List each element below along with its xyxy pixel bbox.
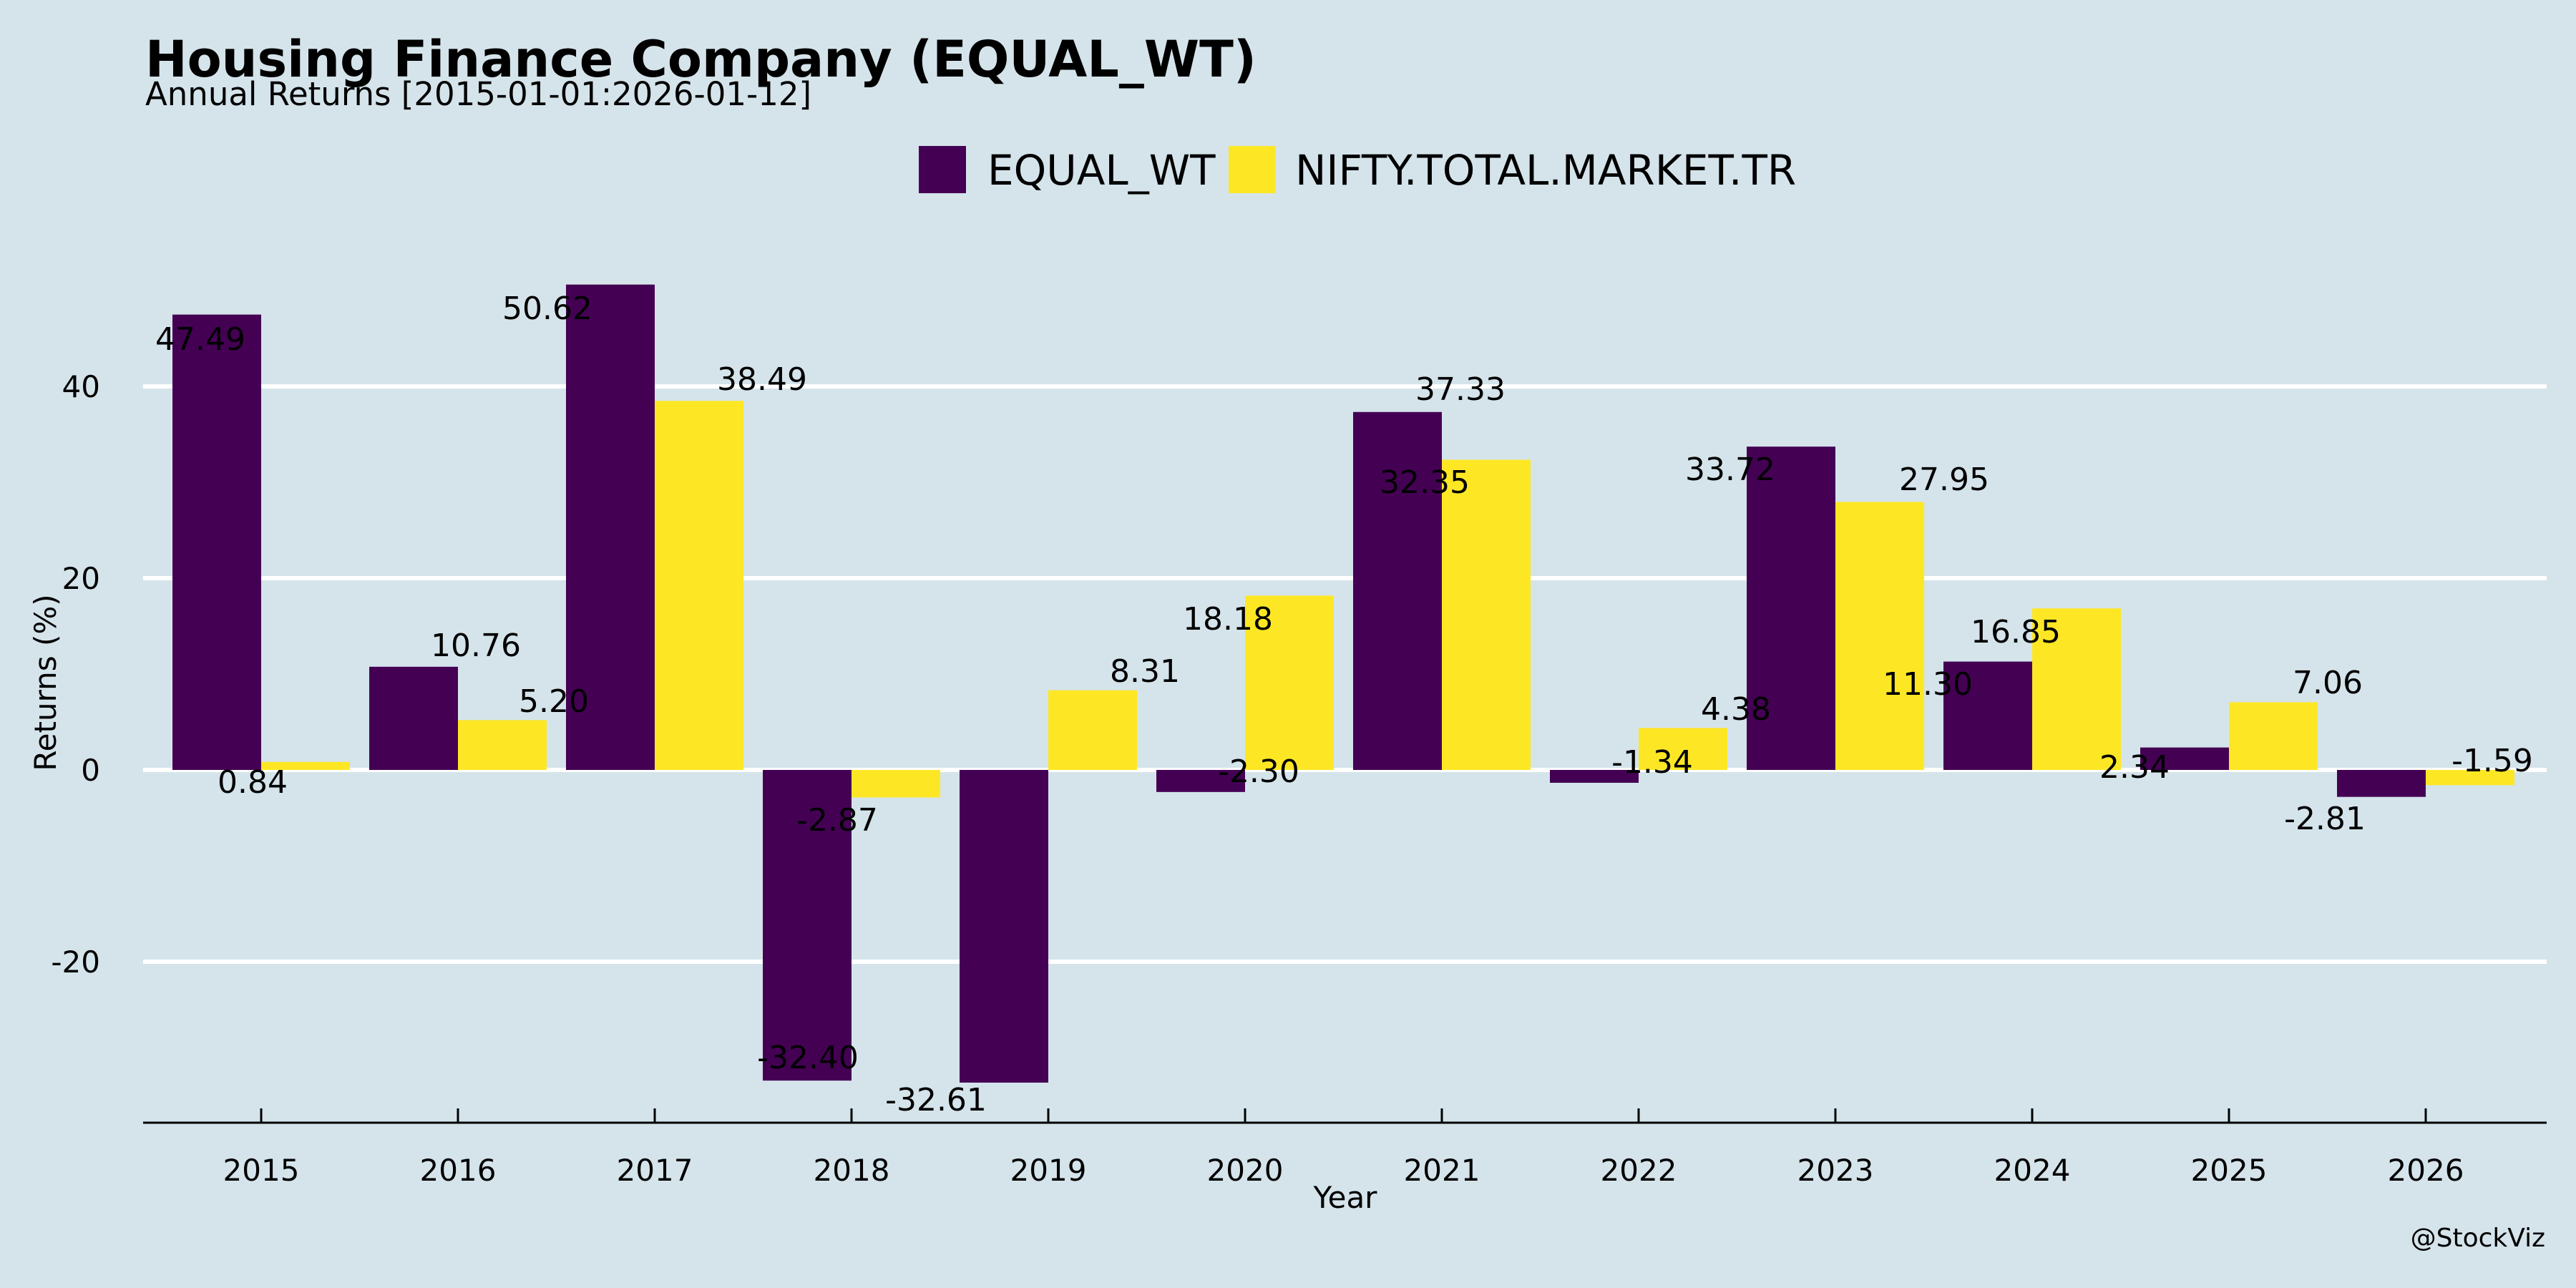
data-label-equal-wt-2021: 37.33 [1415,371,1506,408]
y-tick-label: -20 [51,945,100,980]
bar-nifty-total-market-tr-2018 [852,770,940,798]
legend-item-nifty-total-market-tr[interactable]: NIFTY.TOTAL.MARKET.TR [1229,146,1796,195]
bars [172,284,2514,1083]
data-label-equal-wt-2018: -32.40 [757,1040,859,1076]
data-label-equal-wt-2026: -2.81 [2284,801,2366,837]
y-tick-label: 40 [62,369,100,404]
legend-swatch-equal-wt [919,146,966,193]
y-tick-label: 0 [81,753,100,788]
chart-subtitle: Annual Returns [2015-01-01:2026-01-12] [145,75,811,113]
bar-nifty-total-market-tr-2017 [655,401,743,770]
bar-equal-wt-2026 [2337,770,2426,797]
data-label-nifty-total-market-tr-2020: 18.18 [1183,601,1273,638]
data-label-nifty-total-market-tr-2023: 27.95 [1899,462,1989,498]
x-axis-ticks: 2015 2016 2017 2018 2019 2020 2021 2022 2023 2024… [223,1108,2464,1188]
x-tick-label: 2016 [420,1153,497,1188]
bar-nifty-total-market-tr-2019 [1048,690,1137,770]
gridlines [143,384,2547,964]
data-label-nifty-total-market-tr-2024: 16.85 [1971,614,2061,650]
bar-equal-wt-2021 [1353,411,1442,770]
data-label-nifty-total-market-tr-2019: 8.31 [1110,653,1180,690]
bar-nifty-total-market-tr-2021 [1442,459,1531,770]
x-tick-label: 2020 [1207,1153,1284,1188]
bar-equal-wt-2025 [2140,747,2229,770]
bar-nifty-total-market-tr-2026 [2426,770,2514,786]
data-label-equal-wt-2016: 10.76 [431,628,521,664]
bar-nifty-total-market-tr-2024 [2032,608,2121,770]
bar-equal-wt-2017 [566,284,655,770]
x-axis-label: Year [1313,1180,1378,1215]
y-tick-label: 20 [62,561,100,596]
legend-item-equal-wt[interactable]: EQUAL_WT [919,146,1216,195]
data-label-nifty-total-market-tr-2022: 4.38 [1701,691,1771,728]
bar-equal-wt-2024 [1943,661,2032,770]
bar-equal-wt-2022 [1550,770,1639,783]
data-label-nifty-total-market-tr-2026: -1.59 [2451,743,2533,779]
bar-nifty-total-market-tr-2022 [1639,728,1727,770]
chart-title: Housing Finance Company (EQUAL_WT) [145,30,1257,89]
bar-nifty-total-market-tr-2020 [1245,595,1334,770]
bar-nifty-total-market-tr-2023 [1835,502,1924,770]
x-tick-label: 2015 [223,1153,300,1188]
x-tick-label: 2021 [1404,1153,1480,1188]
data-label-nifty-total-market-tr-2025: 7.06 [2293,665,2363,701]
bar-equal-wt-2016 [369,666,458,770]
bar-equal-wt-2015 [172,314,261,770]
data-label-nifty-total-market-tr-2017: 38.49 [717,361,807,398]
x-tick-label: 2024 [1994,1153,2071,1188]
legend-label-nifty-total-market-tr: NIFTY.TOTAL.MARKET.TR [1295,146,1796,195]
bar-nifty-total-market-tr-2025 [2229,702,2318,770]
y-axis-ticks: -20 0 20 40 [51,369,100,980]
data-label-equal-wt-2017: 50.62 [502,291,592,327]
data-label-equal-wt-2025: 2.34 [2099,749,2170,786]
bar-equal-wt-2018 [763,770,852,1081]
data-label-equal-wt-2022: -1.34 [1611,744,1693,781]
data-label-equal-wt-2015: 47.49 [155,321,245,358]
data-label-equal-wt-2023: 33.72 [1685,452,1775,488]
x-tick-label: 2025 [2191,1153,2268,1188]
data-label-equal-wt-2020: -2.30 [1218,753,1299,790]
data-labels: 47.49 0.84 10.76 5.20 50.62 38.49 -32.40 -2.87 -… [155,291,2533,1118]
legend-label-equal-wt: EQUAL_WT [987,146,1216,195]
bar-equal-wt-2023 [1747,447,1835,770]
legend-swatch-nifty-total-market-tr [1229,146,1276,193]
data-label-nifty-total-market-tr-2015: 0.84 [218,764,288,801]
x-tick-label: 2026 [2388,1153,2464,1188]
bar-nifty-total-market-tr-2016 [458,720,547,770]
data-label-nifty-total-market-tr-2021: 32.35 [1380,464,1470,501]
y-axis-label: Returns (%) [28,594,63,771]
data-label-nifty-total-market-tr-2018: -2.87 [796,802,878,839]
data-label-equal-wt-2024: 11.30 [1883,666,1973,703]
x-tick-label: 2019 [1010,1153,1087,1188]
bar-equal-wt-2019 [960,770,1048,1083]
x-tick-label: 2018 [814,1153,890,1188]
bar-equal-wt-2020 [1156,770,1245,792]
x-tick-label: 2023 [1797,1153,1874,1188]
data-label-nifty-total-market-tr-2016: 5.20 [519,683,589,720]
bar-nifty-total-market-tr-2015 [261,761,350,770]
x-tick-label: 2017 [617,1153,693,1188]
x-tick-label: 2022 [1601,1153,1677,1188]
data-label-equal-wt-2019: -32.61 [885,1082,987,1118]
watermark: @StockViz [2411,1224,2545,1253]
legend: EQUAL_WT NIFTY.TOTAL.MARKET.TR [919,146,1796,195]
